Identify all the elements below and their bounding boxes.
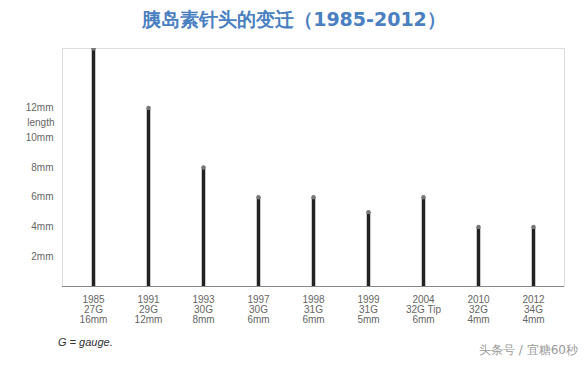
svg-text:199330G8mm: 199330G8mm <box>192 294 215 325</box>
svg-text:length: length <box>27 117 54 128</box>
svg-text:12mm: 12mm <box>26 102 54 113</box>
svg-text:199730G6mm: 199730G6mm <box>247 294 270 325</box>
svg-text:8mm: 8mm <box>31 162 53 173</box>
svg-text:6mm: 6mm <box>31 191 53 202</box>
html-text:G = gauge.: G = gauge. <box>58 336 113 348</box>
svg-text:4mm: 4mm <box>31 221 53 232</box>
svg-text:199831G6mm: 199831G6mm <box>302 294 325 325</box>
svg-text:199129G12mm: 199129G12mm <box>135 294 163 325</box>
html-text:胰岛素针头的变迁（1985-2012）: 胰岛素针头的变迁（1985-2012） <box>142 8 446 30</box>
svg-text:198527G16mm: 198527G16mm <box>80 294 108 325</box>
svg-text:2mm: 2mm <box>31 251 53 262</box>
svg-text:200432G Tip6mm: 200432G Tip6mm <box>406 294 441 325</box>
svg-text:201032G4mm: 201032G4mm <box>467 294 490 325</box>
html-text:头条号 / 宜糖60秒: 头条号 / 宜糖60秒 <box>479 343 578 357</box>
svg-text:10mm: 10mm <box>26 132 54 143</box>
svg-text:199931G5mm: 199931G5mm <box>357 294 380 325</box>
svg-text:201234G4mm: 201234G4mm <box>522 294 545 325</box>
